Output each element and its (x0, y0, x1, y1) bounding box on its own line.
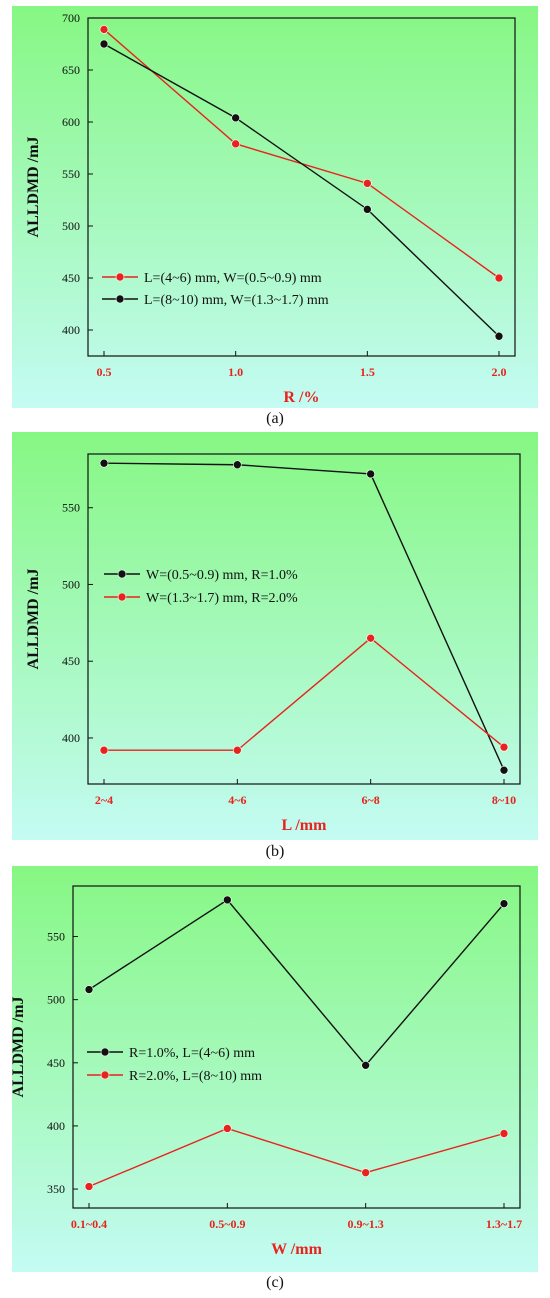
y-tick-label: 550 (62, 167, 80, 181)
chart-b: 400 450 500 550 2~4 4~6 6~8 8~10 L /mm ALLDMD /mJ… (12, 432, 538, 840)
data-point (499, 899, 509, 908)
y-axis-label: ALLDMD /mJ (25, 137, 42, 238)
data-point (99, 458, 109, 468)
y-tick-label: 350 (47, 1182, 65, 1196)
y-axis-label: ALLDMD /mJ (10, 997, 27, 1098)
x-axis-label: R /% (284, 389, 320, 406)
chart-background (12, 6, 538, 408)
series-line (88, 1127, 505, 1188)
legend-label: W=(1.3~1.7) mm, R=2.0% (146, 591, 298, 606)
legend-label: L=(4~6) mm, W=(0.5~0.9) mm (144, 271, 322, 286)
chart-panel-c: 350 400 450 500 550 0.1~0.4 0.5~0.9 0.9~1.3 1.3~… (0, 866, 550, 1272)
data-point (99, 745, 109, 755)
y-tick-label: 450 (62, 271, 80, 285)
data-point (366, 633, 375, 643)
caption-c: (c) (266, 1274, 284, 1291)
series-line (103, 462, 505, 771)
x-tick-label: 1.0 (228, 365, 243, 379)
data-point (366, 469, 375, 479)
y-tick-label: 450 (47, 1056, 65, 1070)
data-point (223, 1124, 232, 1133)
caption-a: (a) (266, 410, 284, 427)
x-tick-label: 0.5~0.9 (209, 1217, 245, 1231)
plot-frame (72, 885, 521, 1209)
data-point (361, 1168, 370, 1177)
data-point (231, 113, 240, 123)
y-tick-label: 400 (62, 323, 80, 337)
legend-label: R=1.0%, L=(4~6) mm (129, 1046, 255, 1061)
x-tick-label: 0.5 (97, 365, 112, 379)
plot-frame (87, 453, 521, 785)
y-tick-label: 550 (62, 501, 80, 515)
chart-background (12, 866, 538, 1272)
data-point (233, 460, 242, 470)
y-tick-label: 400 (47, 1119, 65, 1133)
x-tick-label: 0.9~1.3 (348, 1217, 384, 1231)
x-tick-label: 8~10 (492, 793, 516, 807)
x-axis-label: L /mm (282, 817, 328, 834)
legend-marker (117, 569, 127, 579)
data-point (223, 895, 232, 905)
x-tick-label: 1.3~1.7 (486, 1217, 522, 1231)
legend-marker (117, 592, 127, 602)
chart-a: 400 450 500 550 600 650 700 0.5 1.0 1.5 2.0 R /% ALL… (12, 6, 538, 408)
plot-frame (87, 17, 516, 357)
chart-background (12, 432, 538, 840)
x-tick-label: 6~8 (362, 793, 380, 807)
legend-marker (100, 1047, 110, 1057)
data-point (84, 1182, 94, 1191)
data-point (363, 205, 372, 214)
series-line (88, 898, 505, 1067)
series-line (104, 637, 505, 751)
x-tick-label: 1.5 (360, 365, 375, 379)
data-point (494, 273, 504, 283)
caption-b: (b) (265, 843, 285, 860)
y-tick-label: 600 (62, 115, 80, 129)
y-tick-label: 650 (62, 63, 80, 77)
legend-label: W=(0.5~0.9) mm, R=1.0% (146, 568, 298, 583)
legend-marker (100, 1070, 110, 1080)
y-tick-label: 400 (62, 731, 80, 745)
chart-panel-a: 400 450 500 550 600 650 700 0.5 1.0 1.5 2.0 R /% ALL… (0, 6, 550, 408)
legend-marker (115, 294, 125, 304)
y-tick-label: 500 (47, 993, 65, 1007)
legend-label: L=(8~10) mm, W=(1.3~1.7) mm (144, 293, 329, 308)
x-tick-label: 0.1~0.4 (71, 1217, 107, 1231)
data-point (99, 25, 109, 34)
x-axis-label: W /mm (271, 1241, 322, 1258)
data-point (361, 1061, 370, 1070)
y-axis-label: ALLDMD /mJ (25, 569, 42, 670)
y-tick-label: 550 (47, 930, 65, 944)
y-tick-label: 700 (62, 11, 80, 25)
y-tick-label: 500 (62, 577, 80, 591)
data-point (233, 745, 242, 755)
data-point (84, 985, 94, 994)
chart-panel-b: 400 450 500 550 2~4 4~6 6~8 8~10 L /mm ALLDMD /mJ… (0, 432, 550, 840)
data-point (499, 765, 509, 775)
data-point (231, 139, 240, 149)
data-point (99, 39, 109, 49)
data-point (494, 331, 504, 341)
data-point (499, 1129, 509, 1138)
x-tick-label: 4~6 (228, 793, 246, 807)
data-point (499, 742, 509, 752)
x-tick-label: 2.0 (492, 365, 507, 379)
series-line (103, 43, 500, 337)
chart-c: 350 400 450 500 550 0.1~0.4 0.5~0.9 0.9~1.3 1.3~… (10, 866, 538, 1272)
y-tick-label: 450 (62, 654, 80, 668)
x-tick-label: 2~4 (95, 793, 113, 807)
data-point (363, 179, 372, 188)
legend-label: R=2.0%, L=(8~10) mm (129, 1069, 262, 1084)
legend-marker (115, 272, 125, 282)
y-tick-label: 500 (62, 219, 80, 233)
